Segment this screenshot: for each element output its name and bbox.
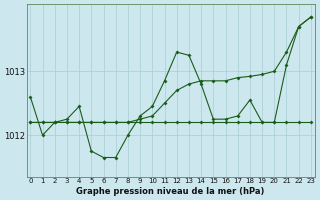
- X-axis label: Graphe pression niveau de la mer (hPa): Graphe pression niveau de la mer (hPa): [76, 187, 265, 196]
